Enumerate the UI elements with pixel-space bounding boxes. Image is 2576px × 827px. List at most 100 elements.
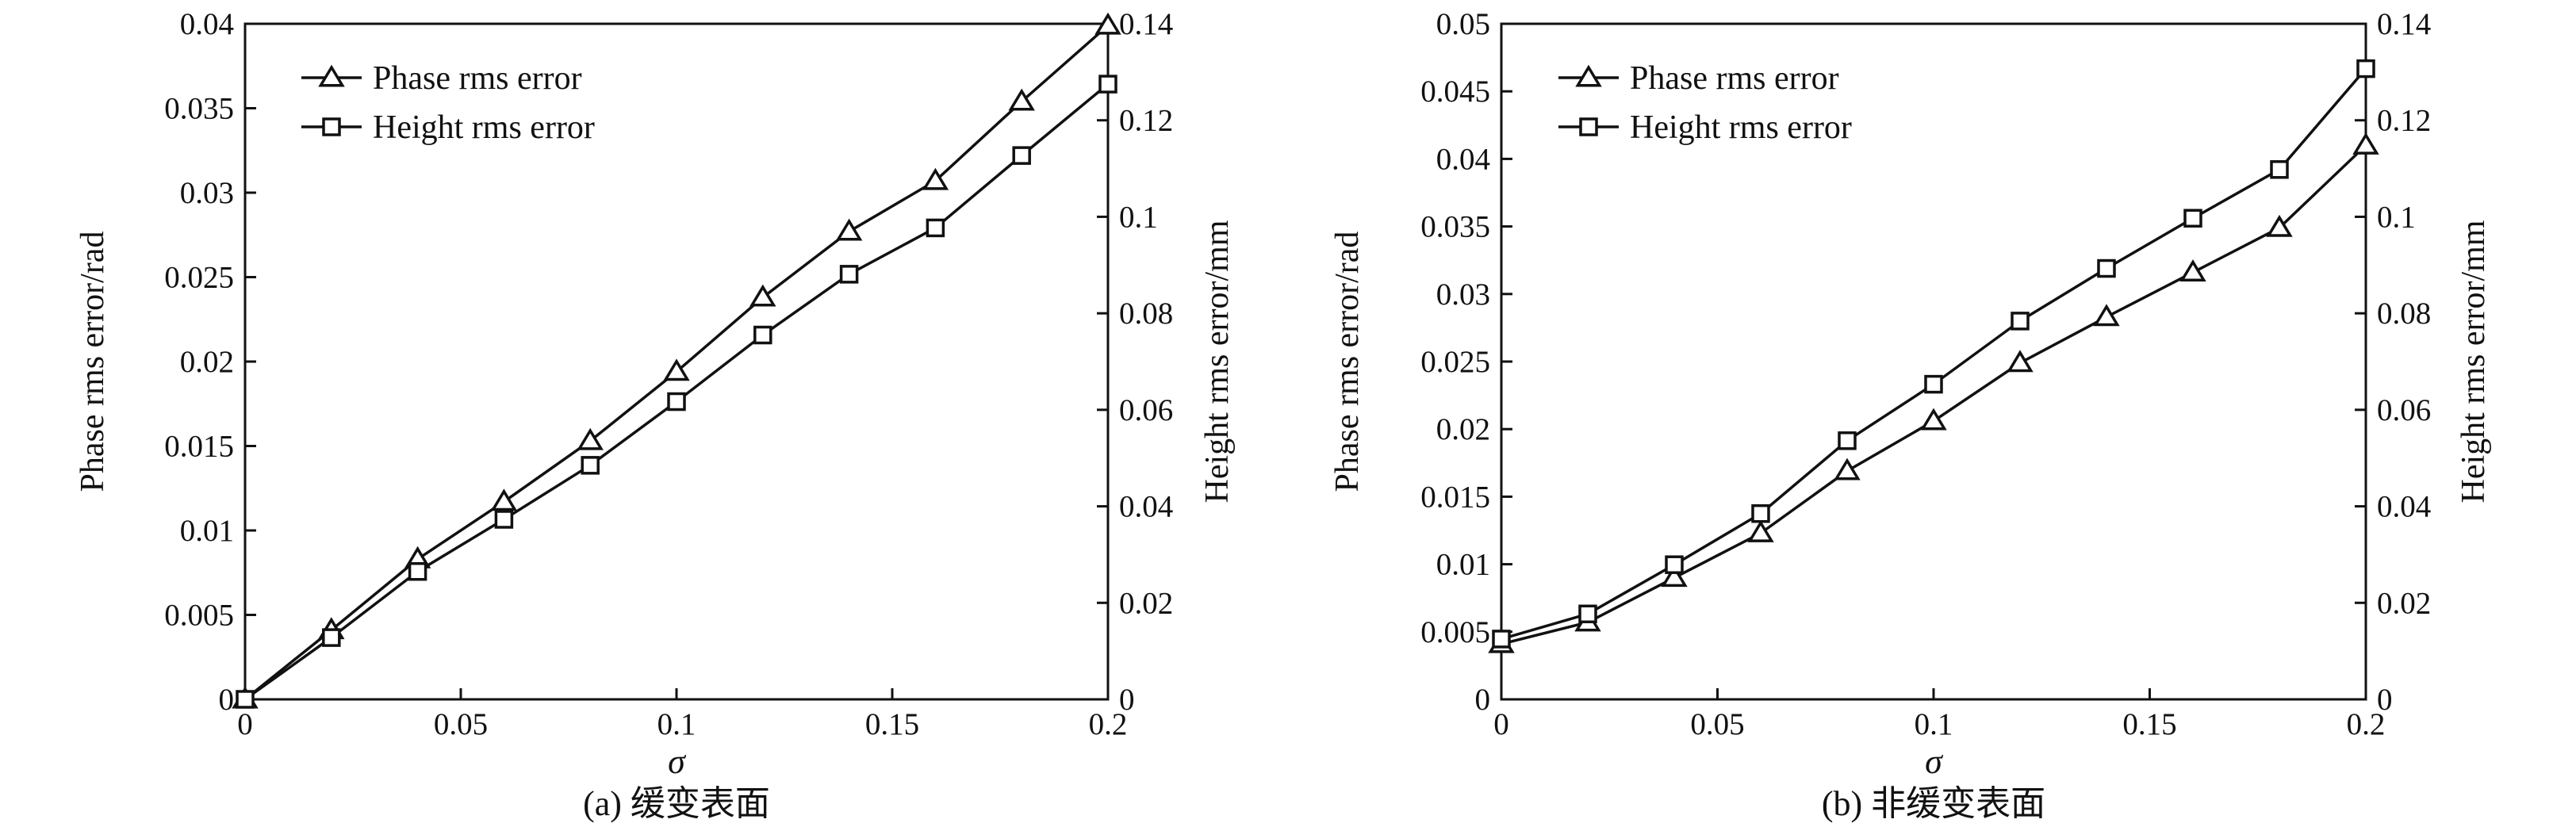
- square-point: [1578, 604, 1597, 624]
- series-height: [236, 75, 1117, 709]
- x-tick-label: 0.2: [2347, 707, 2386, 741]
- legend-item: Phase rms error: [301, 60, 582, 97]
- y-tick-label: 0.05: [1436, 7, 1490, 41]
- triangle-point: [490, 488, 518, 511]
- y-tick-label: 0.04: [180, 7, 234, 41]
- y-tick-label: 0.035: [164, 92, 234, 126]
- x-tick-label: 0.1: [1915, 707, 1953, 741]
- y2-tick-label: 0.14: [1119, 7, 1173, 41]
- y-tick-label: 0.005: [1420, 615, 1490, 649]
- square-point: [667, 392, 686, 412]
- y-tick-label: 0.005: [164, 599, 234, 633]
- y-axis-label: Phase rms error/rad: [1329, 232, 1366, 492]
- chart-panel-b: 0 0.05 0.1 0.15 0.2 0 0.005 0.01 0.015 0.02 0.025 0…: [1329, 7, 2492, 823]
- triangle-point: [922, 167, 949, 190]
- x-tick-label: 0.2: [1089, 707, 1128, 741]
- square-point: [2097, 258, 2116, 278]
- y2-tick-label: 0.02: [2377, 586, 2431, 620]
- x-tick-label: 0.15: [2122, 707, 2176, 741]
- square-point: [1665, 555, 1684, 574]
- y-tick-label: 0.02: [1436, 412, 1490, 446]
- y2-tick-label: 0.06: [2377, 393, 2431, 427]
- series-line: [243, 82, 1110, 701]
- y2-axis-label: Height rms error/mm: [1199, 220, 1236, 503]
- legend-label: Height rms error: [1630, 109, 1852, 146]
- square-point: [581, 456, 600, 475]
- square-point: [408, 561, 427, 581]
- square-point: [322, 628, 341, 647]
- y-tick-label: 0: [1475, 683, 1491, 717]
- square-point: [1751, 503, 1770, 523]
- y-tick-label: 0.02: [180, 345, 234, 379]
- series-height: [1492, 59, 2375, 649]
- y-tick-label: 0.025: [1420, 345, 1490, 379]
- y-tick-label: 0.03: [1436, 278, 1490, 312]
- legend-label: Phase rms error: [373, 60, 582, 97]
- x-tick-label: 0.15: [865, 707, 919, 741]
- y2-tick-label: 0: [1119, 683, 1135, 717]
- legend-label: Height rms error: [373, 109, 595, 146]
- y2-tick-label: 0.02: [1119, 586, 1173, 620]
- square-point: [2356, 59, 2375, 78]
- triangle-point: [2352, 132, 2379, 155]
- y2-tick-label: 0.08: [1119, 297, 1173, 331]
- triangle-point: [577, 427, 604, 450]
- triangle-point: [1834, 458, 1861, 481]
- square-point: [2011, 312, 2030, 331]
- y-tick-label: 0.01: [180, 514, 234, 548]
- x-tick-label: 0: [1493, 707, 1509, 741]
- y-axis-label: Phase rms error/rad: [75, 232, 111, 492]
- square-point: [753, 325, 772, 345]
- y-tick-label: 0.015: [1420, 480, 1490, 514]
- triangle-point: [2266, 214, 2293, 237]
- legend-item: Phase rms error: [1558, 60, 1839, 97]
- y-tick-label: 0.025: [164, 261, 234, 295]
- legend: Phase rms error Height rms error: [1558, 60, 1852, 146]
- square-point: [926, 218, 945, 238]
- triangle-point: [835, 218, 863, 241]
- legend-item: Height rms error: [301, 109, 595, 146]
- figure-caption: (b) 非缓变表面: [1822, 784, 2045, 823]
- y2-tick-label: 0.12: [1119, 104, 1173, 138]
- y-tick-label: 0.04: [1436, 142, 1490, 176]
- triangle-point: [1094, 12, 1121, 35]
- triangle-point: [2007, 350, 2034, 373]
- x-axis-label: σ: [668, 742, 687, 781]
- square-point: [2183, 209, 2202, 228]
- y-tick-label: 0.015: [164, 430, 234, 464]
- series-line: [1501, 144, 2367, 645]
- legend-triangle-icon: [1575, 64, 1602, 87]
- x-axis-label: σ: [1925, 742, 1944, 781]
- y-tick-label: 0: [219, 683, 235, 717]
- legend-label: Phase rms error: [1630, 60, 1839, 97]
- legend-square-icon: [322, 117, 341, 136]
- series-line: [1501, 67, 2367, 641]
- square-point: [2270, 160, 2289, 179]
- x-tick-label: 0.05: [1690, 707, 1744, 741]
- triangle-point: [749, 284, 776, 307]
- x-tick-label: 0.1: [657, 707, 696, 741]
- y2-axis-label: Height rms error/mm: [2455, 220, 2492, 503]
- y-tick-label: 0.01: [1436, 548, 1490, 582]
- triangle-point: [1920, 408, 1947, 431]
- square-point: [1924, 374, 1943, 394]
- square-point: [236, 690, 255, 709]
- square-point: [494, 510, 514, 529]
- figure-caption: (a) 缓变表面: [583, 784, 770, 823]
- x-tick-label: 0.05: [434, 707, 488, 741]
- y-tick-label: 0.035: [1420, 210, 1490, 244]
- triangle-point: [2093, 304, 2120, 327]
- y-tick-label: 0.045: [1420, 75, 1490, 109]
- triangle-point: [1747, 520, 1774, 542]
- square-point: [839, 265, 859, 284]
- y2-tick-label: 0.08: [2377, 297, 2431, 331]
- square-point: [1012, 146, 1031, 165]
- legend: Phase rms error Height rms error: [301, 60, 595, 146]
- legend-triangle-icon: [318, 64, 345, 87]
- series-phase: [232, 12, 1121, 709]
- chart-panel-a: 0 0.05 0.1 0.15 0.200.0050.010.0150.020.0250…: [75, 7, 1236, 823]
- square-point: [1492, 630, 1511, 649]
- x-tick-label: 0: [237, 707, 253, 741]
- legend-item: Height rms error: [1558, 109, 1852, 146]
